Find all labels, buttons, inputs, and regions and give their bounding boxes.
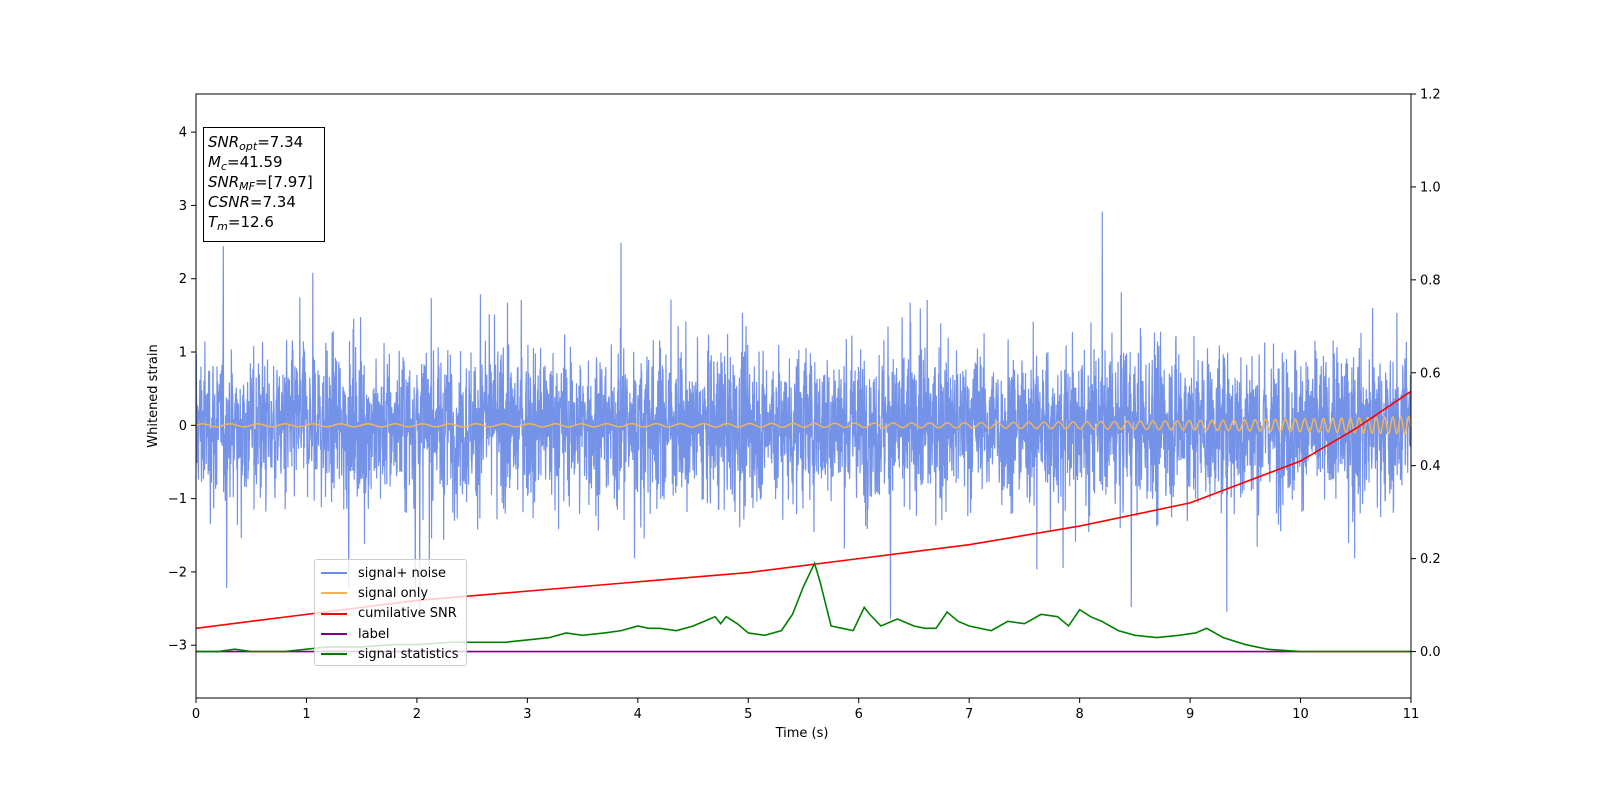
mc-value: 41.59: [239, 153, 283, 171]
legend-item-signal-only: signal only: [321, 583, 466, 603]
x-tick-label: 1: [302, 707, 310, 722]
snr-opt-line: SNRopt=7.34: [208, 133, 304, 153]
series-signal-statistics: [196, 561, 1411, 653]
legend-swatch: [321, 633, 347, 636]
y2-tick-label: 0.6: [1420, 366, 1441, 381]
x-tick-label: 2: [413, 707, 421, 722]
mc-line: Mc=41.59: [208, 153, 283, 173]
plot-frame: [195, 93, 1412, 699]
y-axis-left: −3 −2 −1 0 1 2 3 4: [168, 126, 196, 654]
x-tick-label: 7: [965, 707, 973, 722]
legend-label: label: [358, 626, 390, 642]
legend-item-signal-statistics: signal statistics: [321, 644, 466, 664]
x-tick-label: 0: [192, 707, 200, 722]
x-axis: 0 1 2 3 4 5 6 7 8 9 10 11: [192, 698, 1419, 722]
y-tick-label: 0: [179, 419, 187, 434]
y-tick-label: 3: [179, 199, 187, 214]
legend-swatch: [321, 572, 347, 575]
y-axis-label: Whitened strain: [146, 344, 161, 447]
x-tick-label: 10: [1292, 707, 1309, 722]
y-tick-label: −3: [168, 639, 187, 654]
legend: signal+ noise signal only cumilative SNR…: [314, 559, 467, 666]
x-tick-label: 6: [855, 707, 863, 722]
snr-mf-value: [7.97]: [267, 173, 313, 191]
tm-line: Tm=12.6: [208, 213, 274, 233]
legend-label: signal statistics: [358, 646, 459, 662]
y2-tick-label: 1.0: [1420, 180, 1441, 195]
legend-item-signal-noise: signal+ noise: [321, 563, 466, 583]
legend-label: signal+ noise: [358, 565, 447, 581]
y2-tick-label: 0.2: [1420, 552, 1441, 567]
y2-tick-label: 0.0: [1420, 645, 1441, 660]
snr-opt-value: 7.34: [269, 133, 304, 151]
legend-item-cumulative-snr: cumilative SNR: [321, 604, 466, 624]
csnr-value: 7.34: [262, 193, 296, 211]
legend-swatch: [321, 653, 347, 656]
x-tick-label: 11: [1403, 707, 1420, 722]
snr-mf-line: SNRMF=[7.97]: [208, 173, 313, 193]
x-tick-label: 8: [1075, 707, 1083, 722]
x-tick-label: 3: [523, 707, 531, 722]
legend-swatch: [321, 592, 347, 595]
y2-tick-label: 0.8: [1420, 273, 1441, 288]
y-tick-label: −1: [168, 492, 187, 507]
x-axis-label: Time (s): [775, 726, 829, 741]
y-tick-label: 2: [179, 272, 187, 287]
tm-value: 12.6: [240, 213, 274, 231]
stats-annotation-box: SNRopt=7.34 Mc=41.59 SNRMF=[7.97] CSNR=7…: [203, 127, 325, 242]
legend-swatch: [321, 612, 347, 615]
x-tick-label: 5: [744, 707, 752, 722]
y-tick-label: 1: [179, 346, 187, 361]
csnr-line: CSNR=7.34: [208, 193, 296, 211]
y-tick-label: −2: [168, 565, 187, 580]
legend-label: cumilative SNR: [358, 606, 457, 622]
y2-tick-label: 0.4: [1420, 459, 1441, 474]
x-tick-label: 9: [1186, 707, 1194, 722]
y-tick-label: 4: [179, 126, 187, 141]
x-tick-label: 4: [634, 707, 642, 722]
y2-tick-label: 1.2: [1420, 88, 1441, 103]
y-axis-right: 0.0 0.2 0.4 0.6 0.8 1.0 1.2: [1411, 88, 1441, 660]
legend-item-label: label: [321, 624, 466, 644]
legend-label: signal only: [358, 585, 429, 601]
series-signal-only: [196, 415, 1411, 435]
